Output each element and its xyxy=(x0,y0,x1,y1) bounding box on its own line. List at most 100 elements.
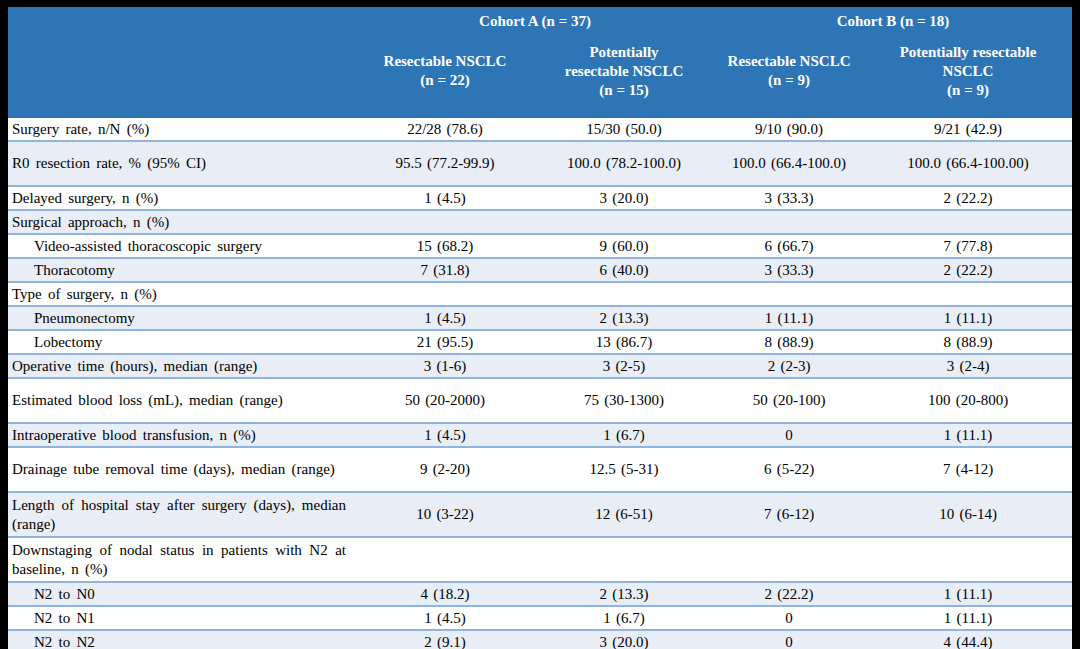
cell-value: 1 (6.7) xyxy=(534,423,714,447)
cell-value: 9/21 (42.9) xyxy=(864,117,1072,142)
table-row: N2 to N11 (4.5)1 (6.7)01 (11.1) xyxy=(8,606,1072,630)
cell-value: 2 (9.1) xyxy=(356,630,534,649)
cell-value xyxy=(714,537,864,582)
cell-value: 9 (60.0) xyxy=(534,234,714,258)
row-label: Video-assisted thoracoscopic surgery xyxy=(8,234,356,258)
cell-value: 22/28 (78.6) xyxy=(356,117,534,142)
cell-value: 1 (4.5) xyxy=(356,606,534,630)
row-label: Downstaging of nodal status in patients … xyxy=(8,537,356,582)
cell-value: 4 (44.4) xyxy=(864,630,1072,649)
cell-value: 13 (86.7) xyxy=(534,330,714,354)
table-row: Downstaging of nodal status in patients … xyxy=(8,537,1072,582)
cell-value: 21 (95.5) xyxy=(356,330,534,354)
row-label: N2 to N2 xyxy=(8,630,356,649)
cell-value: 2 (22.2) xyxy=(864,186,1072,210)
cell-value: 1 (11.1) xyxy=(864,423,1072,447)
cell-value: 7 (6-12) xyxy=(714,492,864,537)
table-row: Drainage tube removal time (days), media… xyxy=(8,447,1072,492)
cell-value: 15/30 (50.0) xyxy=(534,117,714,142)
row-label: Surgical approach, n (%) xyxy=(8,210,356,234)
header-spacer xyxy=(8,7,356,33)
cell-value: 6 (5-22) xyxy=(714,447,864,492)
table-row: Surgical approach, n (%) xyxy=(8,210,1072,234)
cell-value: 3 (1-6) xyxy=(356,354,534,378)
cell-value: 1 (11.1) xyxy=(864,582,1072,606)
row-label: Drainage tube removal time (days), media… xyxy=(8,447,356,492)
row-label: Length of hospital stay after surgery (d… xyxy=(8,492,356,537)
row-label: Pneumonectomy xyxy=(8,306,356,330)
cell-value: 95.5 (77.2-99.9) xyxy=(356,141,534,186)
cell-value: 8 (88.9) xyxy=(864,330,1072,354)
cell-value: 1 (6.7) xyxy=(534,606,714,630)
table-row: Delayed surgery, n (%)1 (4.5)3 (20.0)3 (… xyxy=(8,186,1072,210)
cell-value: 3 (20.0) xyxy=(534,630,714,649)
table-row: Video-assisted thoracoscopic surgery15 (… xyxy=(8,234,1072,258)
cell-value: 2 (22.2) xyxy=(714,582,864,606)
table-row: N2 to N04 (18.2)2 (13.3)2 (22.2)1 (11.1) xyxy=(8,582,1072,606)
row-label: Surgery rate, n/N (%) xyxy=(8,117,356,142)
cell-value: 1 (4.5) xyxy=(356,186,534,210)
row-label: R0 resection rate, % (95% CI) xyxy=(8,141,356,186)
cohort-a-header: Cohort A (n = 37) xyxy=(356,7,714,33)
cell-value: 2 (2-3) xyxy=(714,354,864,378)
cell-value: 100.0 (66.4-100.0) xyxy=(714,141,864,186)
cell-value: 9 (2-20) xyxy=(356,447,534,492)
cohort-b-header: Cohort B (n = 18) xyxy=(714,7,1072,33)
cell-value: 0 xyxy=(714,630,864,649)
cohort-header-row: Cohort A (n = 37) Cohort B (n = 18) xyxy=(8,7,1072,33)
cell-value: 1 (11.1) xyxy=(864,606,1072,630)
cell-value: 0 xyxy=(714,606,864,630)
cell-value: 10 (6-14) xyxy=(864,492,1072,537)
table-row: Operative time (hours), median (range)3 … xyxy=(8,354,1072,378)
table-row: Estimated blood loss (mL), median (range… xyxy=(8,378,1072,423)
surgery-outcomes-table: Cohort A (n = 37) Cohort B (n = 18) Rese… xyxy=(8,7,1072,649)
cell-value xyxy=(356,537,534,582)
row-label: Intraoperative blood transfusion, n (%) xyxy=(8,423,356,447)
header-spacer xyxy=(8,33,356,117)
cell-value: 8 (88.9) xyxy=(714,330,864,354)
cell-value xyxy=(864,537,1072,582)
cell-value: 3 (2-5) xyxy=(534,354,714,378)
row-label: Lobectomy xyxy=(8,330,356,354)
cell-value: 1 (4.5) xyxy=(356,423,534,447)
column-header-cohort-a-potentially-resectable: Potentially resectable NSCLC (n = 15) xyxy=(534,33,714,117)
cell-value xyxy=(864,282,1072,306)
row-label: Thoracotomy xyxy=(8,258,356,282)
cell-value: 15 (68.2) xyxy=(356,234,534,258)
cell-value: 1 (11.1) xyxy=(864,306,1072,330)
table-row: Length of hospital stay after surgery (d… xyxy=(8,492,1072,537)
table-row: N2 to N22 (9.1)3 (20.0)04 (44.4) xyxy=(8,630,1072,649)
cell-value: 3 (20.0) xyxy=(534,186,714,210)
cell-value: 6 (40.0) xyxy=(534,258,714,282)
cell-value xyxy=(534,282,714,306)
cell-value: 100 (20-800) xyxy=(864,378,1072,423)
cell-value xyxy=(534,210,714,234)
table-row: Lobectomy21 (95.5)13 (86.7)8 (88.9)8 (88… xyxy=(8,330,1072,354)
table-row: Surgery rate, n/N (%)22/28 (78.6)15/30 (… xyxy=(8,117,1072,142)
cell-value: 7 (77.8) xyxy=(864,234,1072,258)
cell-value: 2 (22.2) xyxy=(864,258,1072,282)
cell-value: 9/10 (90.0) xyxy=(714,117,864,142)
table-row: Type of surgery, n (%) xyxy=(8,282,1072,306)
column-header-cohort-b-resectable: Resectable NSCLC (n = 9) xyxy=(714,33,864,117)
cell-value: 7 (31.8) xyxy=(356,258,534,282)
subcolumn-header-row: Resectable NSCLC (n = 22) Potentially re… xyxy=(8,33,1072,117)
table-row: R0 resection rate, % (95% CI)95.5 (77.2-… xyxy=(8,141,1072,186)
cell-value: 3 (33.3) xyxy=(714,258,864,282)
cell-value: 10 (3-22) xyxy=(356,492,534,537)
cell-value: 4 (18.2) xyxy=(356,582,534,606)
cell-value xyxy=(534,537,714,582)
table-header: Cohort A (n = 37) Cohort B (n = 18) Rese… xyxy=(8,7,1072,117)
cell-value: 50 (20-100) xyxy=(714,378,864,423)
cell-value xyxy=(356,210,534,234)
cell-value: 75 (30-1300) xyxy=(534,378,714,423)
row-label: Type of surgery, n (%) xyxy=(8,282,356,306)
cell-value: 100.0 (66.4-100.00) xyxy=(864,141,1072,186)
cell-value: 12 (6-51) xyxy=(534,492,714,537)
table-row: Thoracotomy7 (31.8)6 (40.0)3 (33.3)2 (22… xyxy=(8,258,1072,282)
table-frame: Cohort A (n = 37) Cohort B (n = 18) Rese… xyxy=(0,0,1080,649)
row-label: Estimated blood loss (mL), median (range… xyxy=(8,378,356,423)
cell-value: 2 (13.3) xyxy=(534,306,714,330)
cell-value xyxy=(356,282,534,306)
row-label: N2 to N1 xyxy=(8,606,356,630)
